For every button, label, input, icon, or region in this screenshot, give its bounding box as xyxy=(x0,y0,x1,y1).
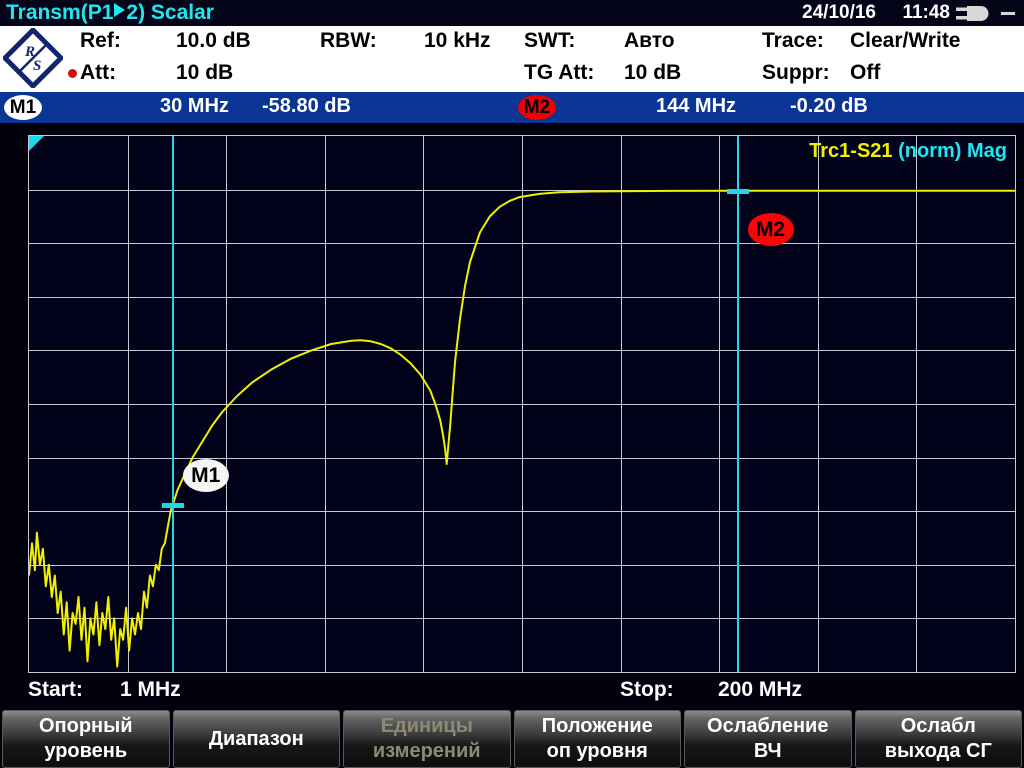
tg-att-label: TG Att: xyxy=(524,61,595,84)
swt-label: SWT: xyxy=(524,29,576,52)
s21-trace xyxy=(29,189,1015,668)
softkey-label-line1: Ослабление xyxy=(707,715,829,737)
grid-line-vertical xyxy=(818,136,819,672)
rbw-label: RBW: xyxy=(320,29,377,52)
date-display: 24/10/16 xyxy=(802,2,876,23)
grid-line-vertical xyxy=(719,136,720,672)
softkey-label-line2: ВЧ xyxy=(753,740,782,762)
graph-marker-m2[interactable]: M2 xyxy=(747,212,794,246)
trace-legend-name: Trc1-S21 xyxy=(809,140,893,162)
graph-marker-m1[interactable]: M1 xyxy=(182,458,229,492)
grid-line-horizontal xyxy=(29,565,1015,566)
softkey-label-line2: оп уровня xyxy=(546,740,648,762)
trace-graph[interactable]: M1 M2 Trc1-S21 (norm) Mag xyxy=(28,135,1016,673)
grid-line-horizontal xyxy=(29,618,1015,619)
softkey-label-line1: Положение xyxy=(541,715,653,737)
marker2-level: -0.20 dB xyxy=(790,95,868,117)
softkey-2[interactable]: Диапазон xyxy=(172,710,340,768)
power-plug-icon xyxy=(956,6,1015,21)
svg-text:S: S xyxy=(33,58,41,74)
marker-readout-bar: M1 30 MHz -58.80 dB M2 144 MHz -0.20 dB xyxy=(0,92,1024,123)
softkey-label-line1: Опорный xyxy=(38,715,133,737)
svg-text:R: R xyxy=(24,44,35,60)
mode-suffix: 2) Scalar xyxy=(126,1,214,24)
trace-value[interactable]: Clear/Write xyxy=(850,29,961,52)
marker1-level: -58.80 dB xyxy=(262,95,351,117)
grid-line-horizontal xyxy=(29,458,1015,459)
arrow-right-icon xyxy=(114,3,126,17)
softkey-4[interactable]: Положение оп уровня xyxy=(513,710,681,768)
att-value[interactable]: 10 dB xyxy=(176,61,234,84)
softkey-5[interactable]: Ослабление ВЧ xyxy=(684,710,852,768)
measurement-mode-title: Transm(P1 2) Scalar xyxy=(6,1,214,25)
time-display: 11:48 xyxy=(902,2,950,23)
tg-att-value[interactable]: 10 dB xyxy=(624,61,682,84)
softkey-label-line2: выхода СГ xyxy=(884,740,992,762)
grid-line-vertical xyxy=(621,136,622,672)
rohde-schwarz-logo: R S xyxy=(3,28,63,88)
softkey-6[interactable]: Ослабл выхода СГ xyxy=(854,710,1022,768)
marker-badge-m1[interactable]: M1 xyxy=(4,95,42,120)
softkey-bar: Опорный уровень Диапазон Единицы измерений По… xyxy=(0,710,1024,768)
softkey-1[interactable]: Опорный уровень xyxy=(2,710,170,768)
softkey-label-line1: Диапазон xyxy=(208,728,304,750)
trace-legend[interactable]: Trc1-S21 (norm) Mag xyxy=(809,140,1007,163)
suppr-label: Suppr: xyxy=(762,61,830,84)
marker2-tick xyxy=(726,188,749,194)
att-label: Att: xyxy=(80,61,117,84)
marker2-vertical-line[interactable] xyxy=(736,136,739,672)
grid-line-vertical xyxy=(916,136,917,672)
stop-label: Stop: xyxy=(620,678,674,701)
settings-info-bar: R S Ref: 10.0 dB Att: 10 dB RBW: 10 kHz … xyxy=(0,26,1024,92)
marker2-frequency: 144 MHz xyxy=(656,95,737,117)
swt-value[interactable]: Авто xyxy=(624,29,675,52)
stop-value[interactable]: 200 MHz xyxy=(718,678,803,701)
grid-line-horizontal xyxy=(29,511,1015,512)
softkey-label-line1: Единицы xyxy=(380,715,473,737)
ref-label: Ref: xyxy=(80,29,121,52)
reference-level-indicator-icon xyxy=(29,136,44,151)
softkey-3[interactable]: Единицы измерений xyxy=(343,710,511,768)
mode-prefix: Transm(P1 xyxy=(6,1,114,24)
rbw-value[interactable]: 10 kHz xyxy=(424,29,491,52)
marker1-vertical-line[interactable] xyxy=(171,136,174,672)
att-status-dot xyxy=(68,69,77,78)
marker1-frequency: 30 MHz xyxy=(160,95,229,117)
trace-legend-format: (norm) Mag xyxy=(898,140,1007,162)
title-bar: Transm(P1 2) Scalar 24/10/16 11:48 xyxy=(0,0,1024,26)
softkey-label-line1: Ослабл xyxy=(900,715,976,737)
start-value[interactable]: 1 MHz xyxy=(120,678,181,701)
start-label: Start: xyxy=(28,678,83,701)
grid-line-horizontal xyxy=(29,404,1015,405)
softkey-label-line2: измерений xyxy=(372,740,481,762)
trace-label: Trace: xyxy=(762,29,824,52)
suppr-value[interactable]: Off xyxy=(850,61,881,84)
sweep-range-bar: Start: 1 MHz Stop: 200 MHz xyxy=(0,676,1024,708)
marker-badge-m2[interactable]: M2 xyxy=(518,95,556,120)
ref-value[interactable]: 10.0 dB xyxy=(176,29,251,52)
marker1-tick xyxy=(161,502,184,508)
softkey-label-line2: уровень xyxy=(44,740,128,762)
